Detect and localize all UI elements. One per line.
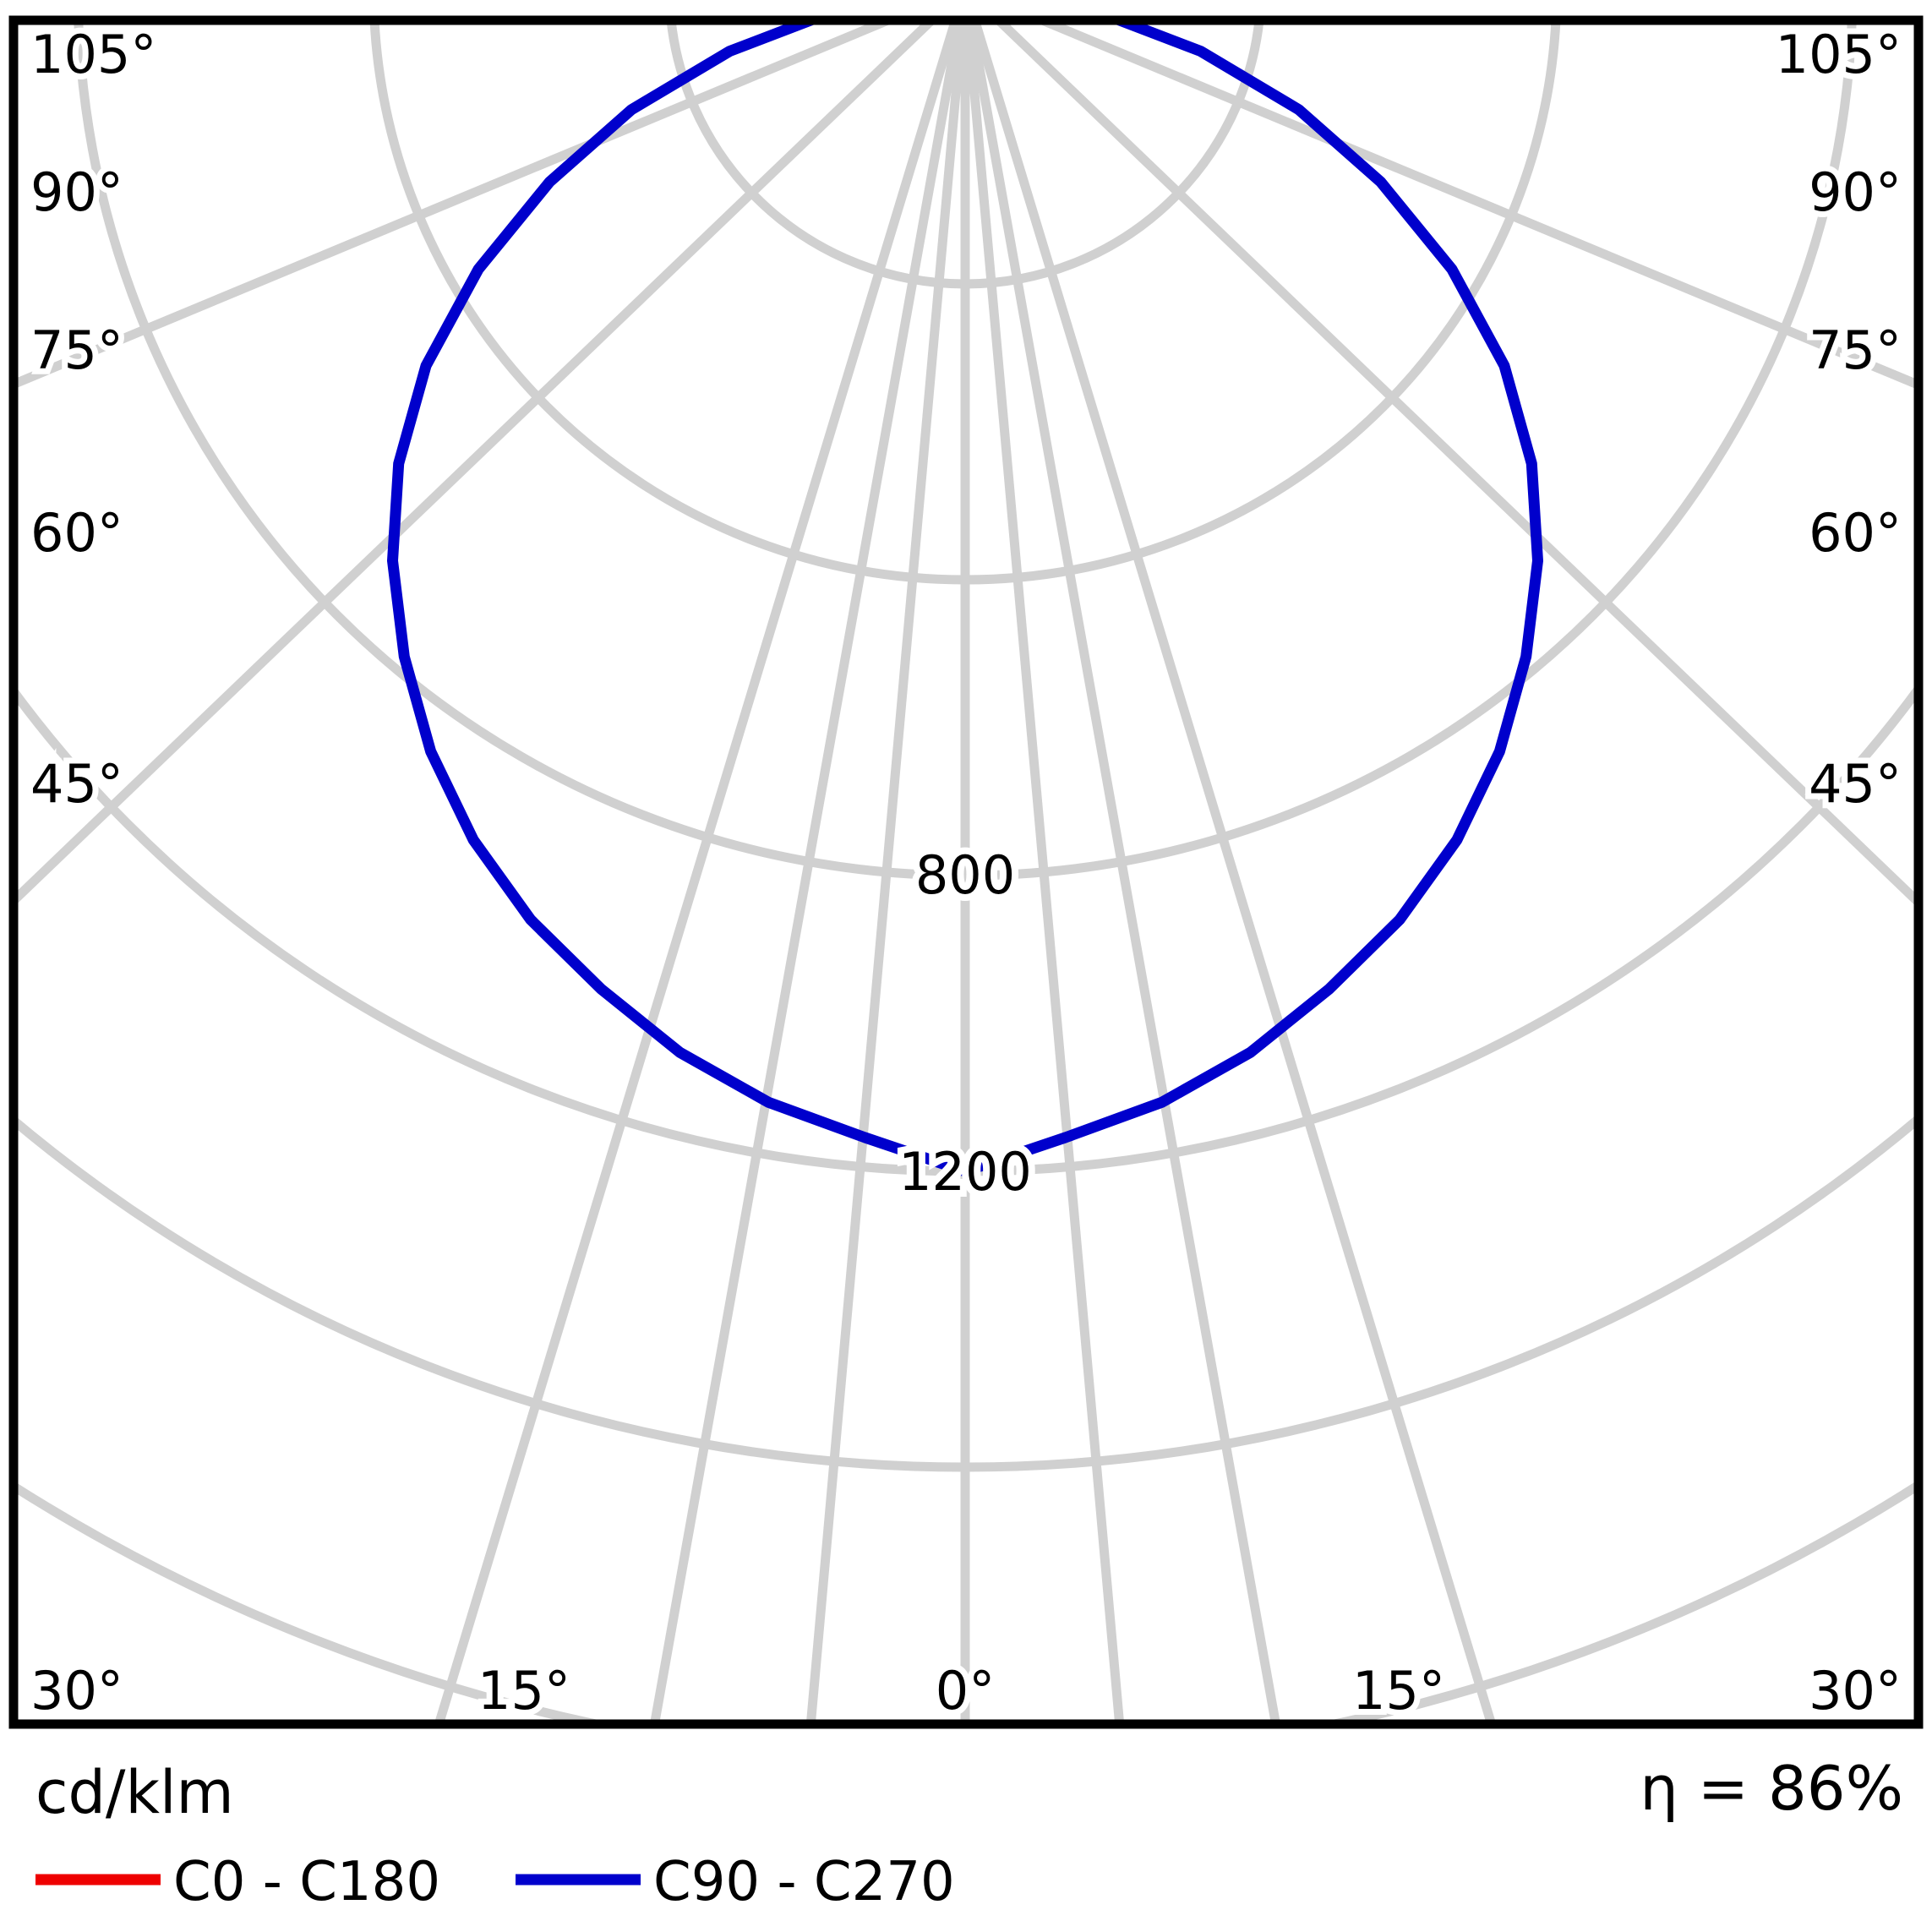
angle-label-bottom-right-15: 15°	[1352, 1660, 1445, 1722]
legend-label-c0-c180: C0 - C180	[173, 1851, 440, 1913]
grid-spoke-l30	[649, 20, 964, 1724]
angle-label-left-60: 60°	[30, 502, 123, 564]
angle-labels-right: 105° 90° 75° 60° 45° 30°	[1770, 18, 1907, 1727]
angle-label-left-90: 90°	[30, 161, 123, 223]
angle-label-right-90: 90°	[1809, 161, 1902, 223]
angle-label-right-75: 75°	[1809, 319, 1902, 381]
radial-value-labels: 800 1200	[892, 838, 1039, 1209]
angle-label-left-75: 75°	[30, 319, 123, 381]
grid-spoke-l60	[14, 20, 939, 908]
legend-label-c90-c270: C90 - C270	[653, 1851, 955, 1913]
plot-frame	[8, 15, 1924, 1729]
efficiency-label: η = 86%	[1640, 1753, 1903, 1824]
angle-label-right-60: 60°	[1809, 502, 1902, 564]
grid-spoke-l45	[435, 20, 961, 1722]
grid-spoke-r75	[1029, 20, 1918, 390]
angle-label-left-45: 45°	[30, 753, 123, 815]
angle-label-left-105: 105°	[30, 24, 156, 85]
legend-unit-label: cd/klm	[35, 1758, 234, 1827]
angle-label-bottom-left-15: 15°	[478, 1660, 570, 1722]
radial-label-1200: 1200	[898, 1141, 1032, 1203]
radial-label-800: 800	[915, 844, 1015, 906]
curve-c90-c270	[387, 20, 1543, 1177]
data-curves	[387, 20, 1543, 1177]
angle-labels-left: 105° 90° 75° 60° 45° 30°	[25, 18, 162, 1727]
angle-label-right-45: 45°	[1809, 753, 1902, 815]
legend: cd/klm η = 86% C0 - C180 C90 - C270	[35, 1753, 1903, 1913]
angle-label-right-30: 30°	[1809, 1660, 1902, 1722]
grid-spoke-r60	[991, 20, 1918, 909]
grid-spoke-l15	[805, 20, 968, 1724]
angle-label-left-30: 30°	[30, 1660, 123, 1722]
angle-label-bottom-0: 0°	[936, 1660, 995, 1722]
grid-spoke-r45	[969, 20, 1495, 1722]
grid-spoke-r15	[963, 20, 1125, 1724]
angle-labels-bottom: 15° 0° 15°	[472, 1654, 1451, 1727]
angle-label-right-105: 105°	[1776, 24, 1902, 85]
grid-spoke-l75	[14, 20, 901, 390]
grid-spoke-r30	[966, 20, 1281, 1724]
